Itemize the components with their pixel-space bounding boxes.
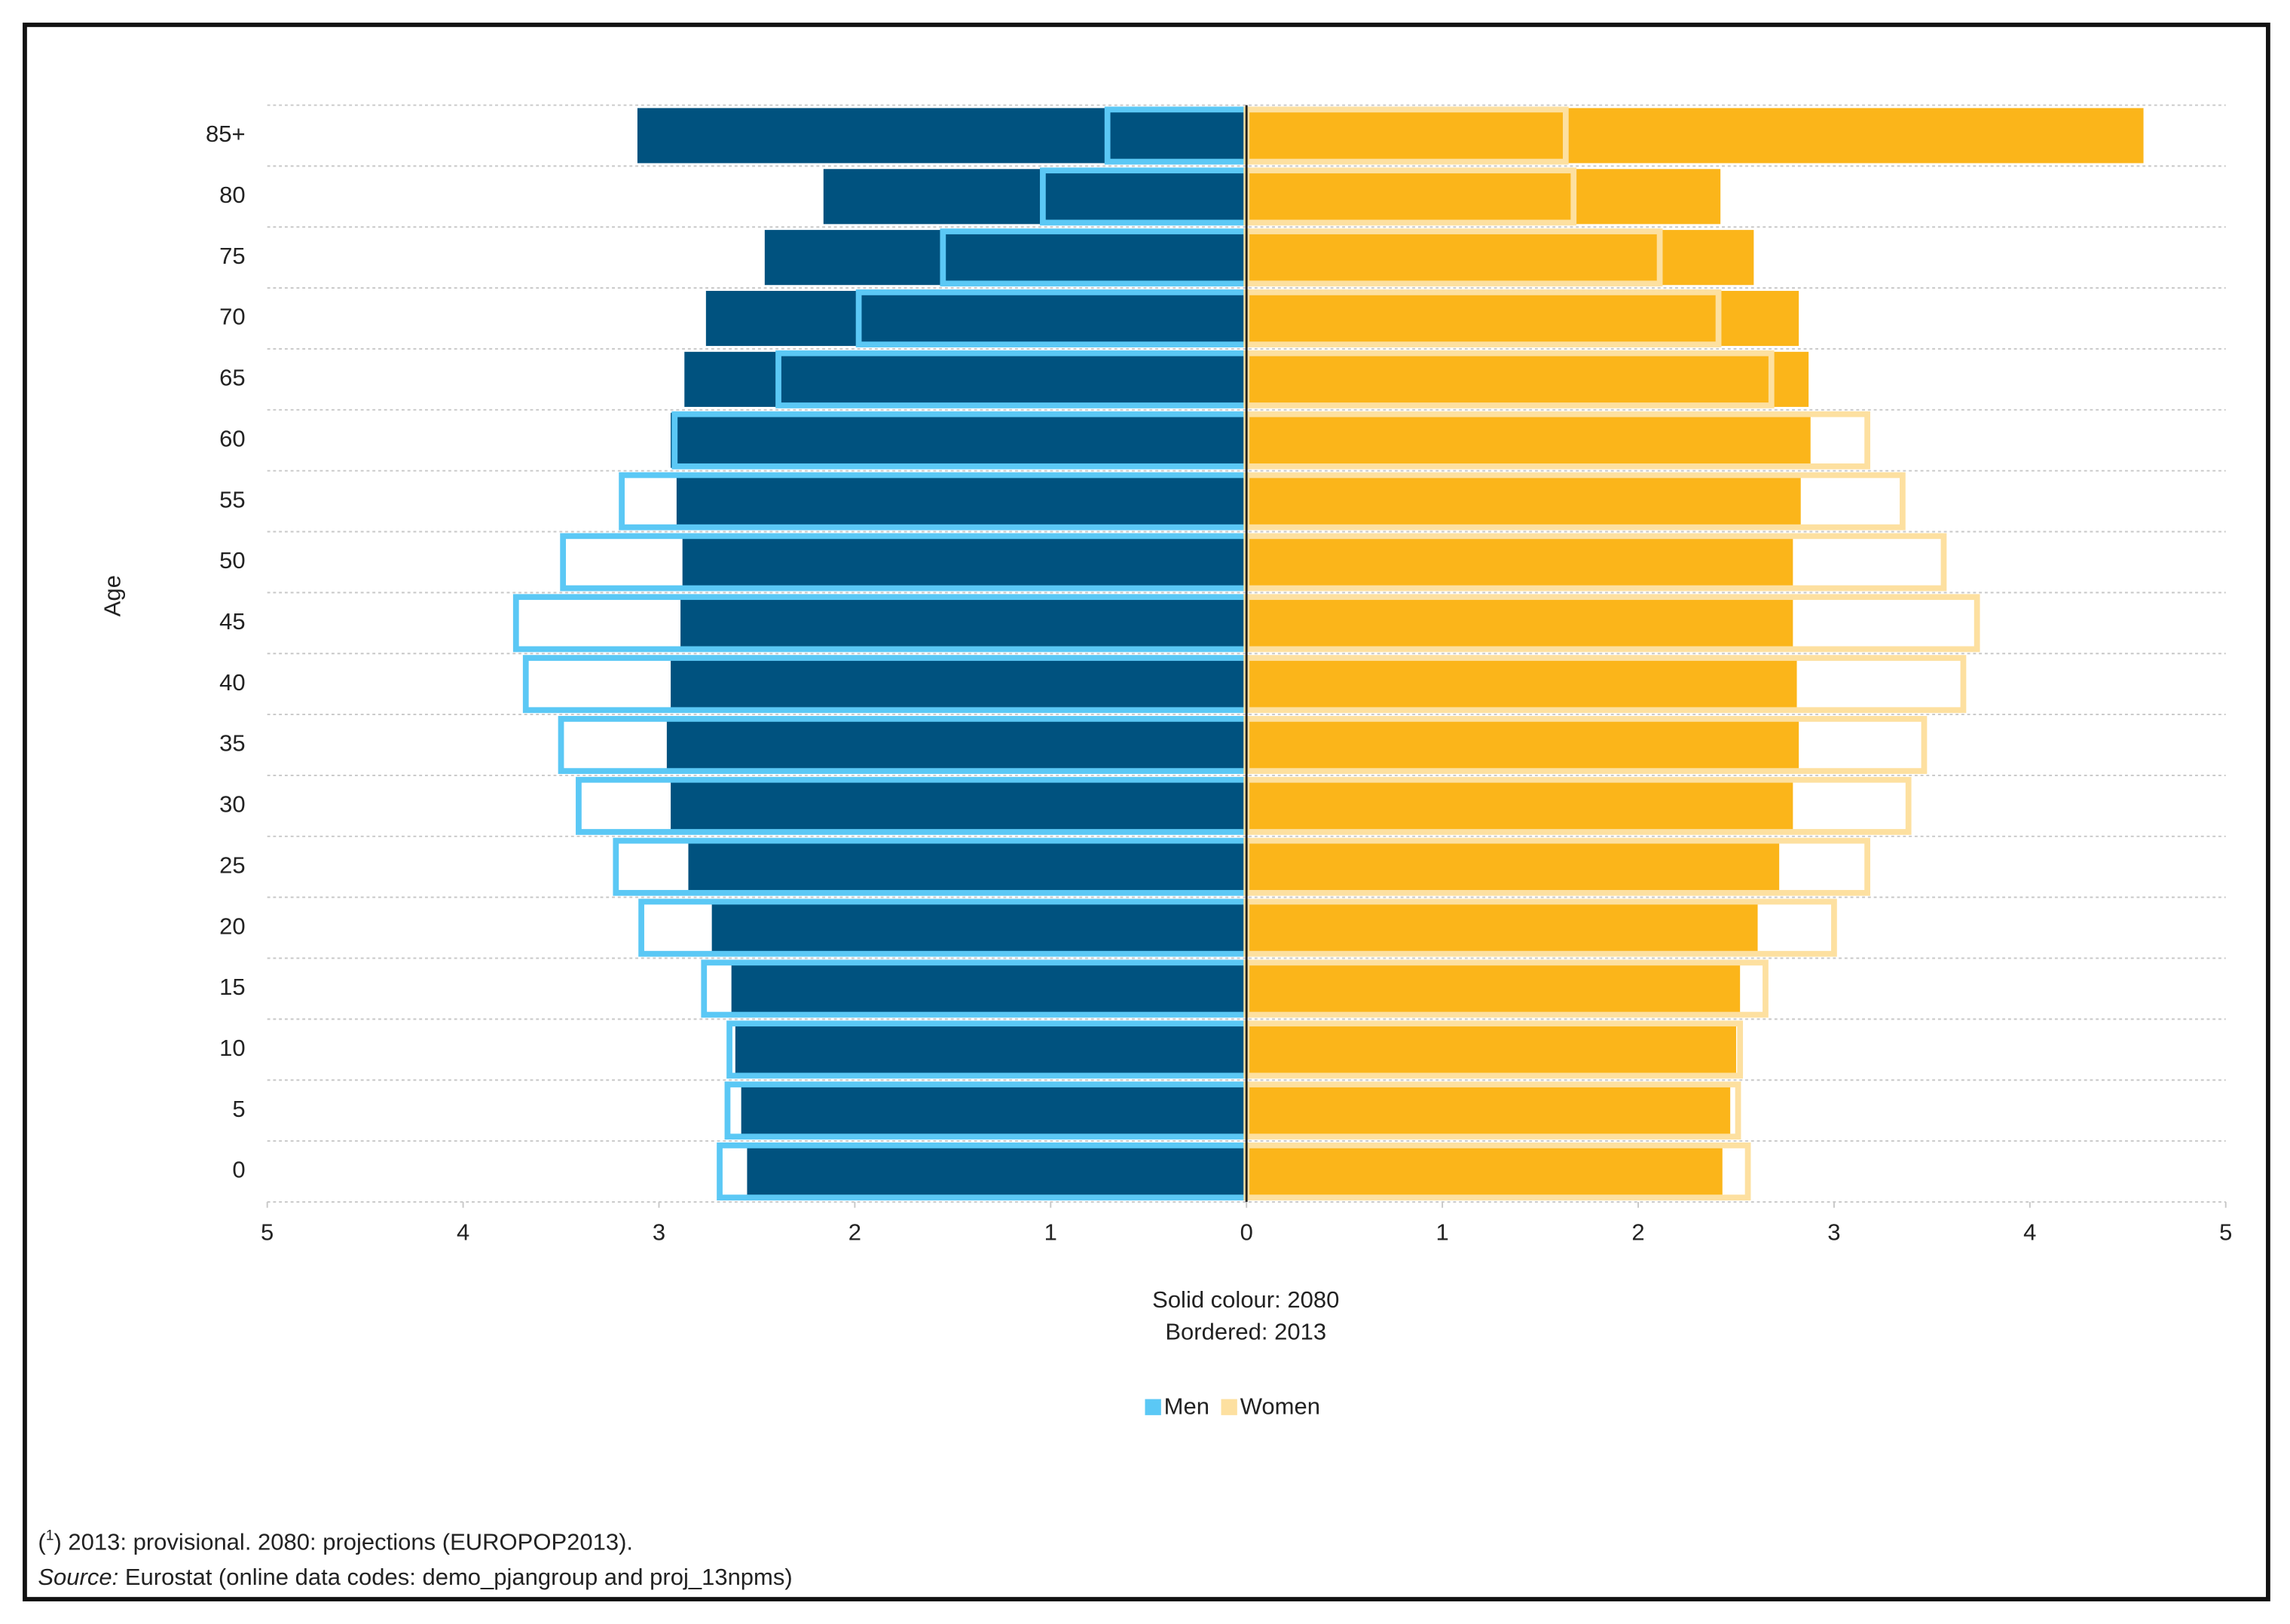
bar-solid <box>1246 1083 1731 1139</box>
note: Bordered: 2013 <box>1165 1319 1326 1345</box>
bar-solid <box>1246 473 1801 529</box>
y-tick-label: 55 <box>219 486 245 512</box>
y-tick-label: 35 <box>219 730 245 757</box>
bar-solid <box>671 412 1247 468</box>
bar-solid <box>823 169 1247 225</box>
x-tick-label: 5 <box>261 1219 274 1246</box>
bar-solid <box>1246 656 1797 712</box>
bar-solid <box>682 534 1247 590</box>
bar-solid <box>1246 717 1799 773</box>
x-tick-label: 3 <box>653 1219 665 1246</box>
x-tick-label: 2 <box>848 1219 861 1246</box>
y-tick-label: 80 <box>219 182 245 208</box>
bar-solid <box>711 900 1247 956</box>
bar-solid <box>671 656 1247 712</box>
source: Source: Eurostat (online data codes: dem… <box>38 1564 792 1590</box>
y-tick-label: 85+ <box>206 121 246 147</box>
bar-solid <box>1246 778 1793 833</box>
bar-solid <box>705 290 1247 347</box>
bar-solid <box>671 778 1247 833</box>
bar-solid <box>1246 961 1741 1017</box>
y-tick-label: 5 <box>232 1096 245 1122</box>
x-tick-label: 4 <box>457 1219 469 1246</box>
y-tick-label: 10 <box>219 1035 245 1061</box>
source-label: Source: <box>38 1564 118 1590</box>
bar-solid <box>741 1083 1247 1139</box>
x-tick-label: 3 <box>1827 1219 1840 1246</box>
y-tick-label: 75 <box>219 243 245 269</box>
bar-solid <box>680 595 1247 651</box>
bar-solid <box>1246 1143 1723 1200</box>
bar-solid <box>1246 534 1793 590</box>
bar-solid <box>1246 169 1721 225</box>
bar-solid <box>735 1022 1247 1078</box>
source-text: Eurostat (online data codes: demo_pjangr… <box>125 1564 793 1590</box>
bar-solid <box>684 351 1247 407</box>
y-tick-label: 30 <box>219 791 245 818</box>
bar-solid <box>1246 108 2144 164</box>
y-tick-label: 20 <box>219 913 245 939</box>
y-tick-label: 45 <box>219 608 245 635</box>
bar-solid <box>688 839 1247 895</box>
y-tick-label: 15 <box>219 974 245 1000</box>
bar-solid <box>1246 839 1780 895</box>
legend-swatch <box>1145 1399 1161 1415</box>
y-tick-label: 65 <box>219 365 245 391</box>
x-tick-label: 4 <box>2023 1219 2036 1246</box>
x-tick-label: 2 <box>1631 1219 1644 1246</box>
bar-solid <box>676 473 1247 529</box>
x-tick-label: 1 <box>1044 1219 1057 1246</box>
x-tick-label: 0 <box>1240 1219 1253 1246</box>
bar-solid <box>1246 351 1809 407</box>
bar-solid <box>637 108 1247 164</box>
footnote: (1) 2013: provisional. 2080: projections… <box>38 1528 633 1555</box>
bar-solid <box>731 961 1247 1017</box>
y-tick-label: 40 <box>219 669 245 696</box>
bar-solid <box>1246 595 1793 651</box>
footnote-marker: 1 <box>46 1528 54 1544</box>
bar-solid <box>747 1143 1247 1200</box>
bar-solid <box>764 230 1247 286</box>
bar-solid <box>666 717 1247 773</box>
footnote-part: ) 2013: provisional. 2080: projections (… <box>54 1529 634 1555</box>
y-tick-label: 50 <box>219 547 245 573</box>
legend-label: Women <box>1240 1393 1320 1419</box>
bar-solid <box>1246 900 1758 956</box>
bar-solid <box>1246 1022 1736 1078</box>
y-tick-label: 0 <box>232 1157 245 1183</box>
legend-label: Men <box>1164 1393 1209 1419</box>
bar-solid <box>1246 290 1799 347</box>
legend-swatch <box>1221 1399 1237 1415</box>
footnote-part: ( <box>38 1529 46 1555</box>
x-tick-label: 5 <box>2219 1219 2232 1246</box>
y-tick-label: 70 <box>219 304 245 330</box>
note: Solid colour: 2080 <box>1152 1286 1339 1313</box>
y-tick-label: 25 <box>219 852 245 878</box>
y-axis-label: Age <box>99 575 125 616</box>
y-tick-label: 60 <box>219 425 245 451</box>
x-tick-label: 1 <box>1435 1219 1448 1246</box>
bar-solid <box>1246 412 1811 468</box>
bar-solid <box>1246 230 1754 286</box>
